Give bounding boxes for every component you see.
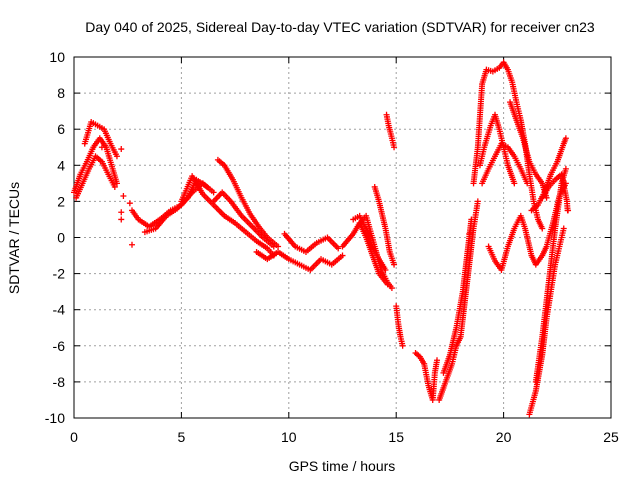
y-tick-label: 8 (57, 85, 65, 101)
data-point (113, 153, 120, 160)
series-s17 (412, 350, 440, 403)
data-point (335, 245, 342, 252)
y-tick-label: 4 (57, 157, 65, 173)
data-point (560, 225, 567, 232)
data-point (118, 209, 125, 216)
series-s5 (141, 176, 209, 236)
series-s23 (507, 99, 549, 199)
x-tick-label: 0 (70, 429, 78, 445)
data-point (339, 252, 346, 259)
y-tick-label: -2 (53, 266, 66, 282)
series-s10 (281, 230, 340, 255)
data-point (382, 266, 389, 273)
x-tick-label: 15 (388, 429, 404, 445)
x-axis-label: GPS time / hours (289, 458, 396, 474)
data-point (204, 183, 211, 190)
y-tick-label: 2 (57, 193, 65, 209)
data-point (474, 198, 481, 205)
chart-title: Day 040 of 2025, Sidereal Day-to-day VTE… (85, 19, 595, 35)
data-point (562, 165, 569, 172)
series-s8 (214, 156, 280, 249)
series-s1 (71, 135, 120, 196)
series-s3 (73, 153, 117, 201)
series-s4 (128, 180, 215, 230)
x-tick-label: 10 (281, 429, 297, 445)
data-point (388, 285, 395, 292)
series-s28 (539, 171, 571, 212)
data-point (466, 230, 473, 237)
data-point (539, 225, 546, 232)
series-s26 (532, 167, 569, 385)
y-tick-label: -10 (45, 410, 65, 426)
data-point (275, 243, 282, 250)
data-point (384, 281, 391, 288)
y-tick-label: 10 (49, 49, 65, 65)
data-point (434, 357, 441, 364)
y-tick-label: -4 (53, 302, 66, 318)
data-point (111, 183, 118, 190)
data-point (524, 180, 531, 187)
x-tick-label: 5 (178, 429, 186, 445)
x-axis: 0 5 10 15 20 25 (70, 57, 619, 445)
series-s22 (479, 140, 530, 187)
gridlines (74, 57, 611, 418)
y-tick-label: -8 (53, 374, 66, 390)
data-point (210, 189, 217, 196)
series-s15 (383, 111, 397, 148)
data-point (421, 360, 428, 367)
series-s7 (210, 189, 275, 249)
data-point (118, 216, 125, 223)
data-point (391, 144, 398, 151)
data-point (120, 192, 127, 199)
series-s27 (528, 137, 569, 214)
data-point (562, 135, 569, 142)
data-point (391, 261, 398, 268)
data-point (126, 200, 133, 207)
data-point (468, 216, 475, 223)
series-s2 (81, 118, 119, 158)
data-point (399, 342, 406, 349)
data-point (565, 207, 572, 214)
y-axis: -10 -8 -6 -4 -2 0 2 4 6 8 10 (45, 49, 611, 426)
series-s16 (393, 303, 406, 347)
series-s12 (350, 212, 388, 272)
series-s14 (371, 183, 397, 266)
series-s13 (356, 220, 390, 286)
data-point (118, 146, 125, 153)
y-tick-label: 0 (57, 230, 65, 246)
series-s9 (253, 248, 344, 273)
data-point (98, 144, 105, 151)
y-tick-label: -6 (53, 338, 66, 354)
series-s19 (440, 218, 475, 376)
y-axis-label: SDTVAR / TECUs (6, 182, 22, 294)
y-tick-label: 6 (57, 121, 65, 137)
x-tick-label: 25 (603, 429, 619, 445)
data-series (71, 59, 572, 418)
data-point (511, 180, 518, 187)
data-point (128, 241, 135, 248)
x-tick-label: 20 (496, 429, 512, 445)
